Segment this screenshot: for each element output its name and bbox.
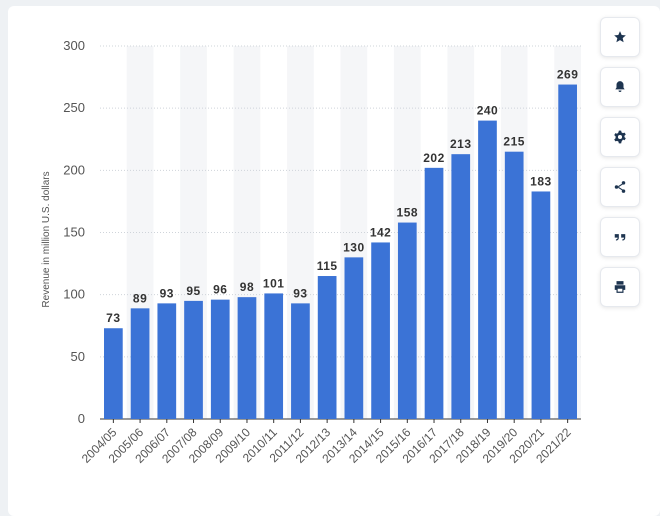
bar — [371, 242, 390, 419]
bar — [157, 303, 177, 419]
bar — [558, 84, 577, 419]
bar — [317, 276, 337, 419]
notification-button[interactable] — [600, 67, 640, 107]
y-tick-label: 250 — [63, 100, 85, 115]
bell-icon — [615, 81, 625, 92]
data-label: 130 — [343, 240, 365, 254]
bar — [210, 299, 230, 419]
bar — [397, 222, 417, 419]
data-label: 93 — [293, 286, 307, 300]
bar — [424, 167, 444, 419]
bar — [478, 120, 497, 419]
bar-chart: 050100150200250300732004/05892005/069320… — [41, 38, 581, 466]
chart-card: 0 50 100 150 200 250 300 73 2004/05 89 2005/06 93 20… — [8, 6, 660, 516]
y-tick-label: 200 — [63, 162, 85, 177]
data-label: 202 — [423, 151, 445, 165]
bar — [531, 191, 551, 419]
bar — [291, 303, 310, 419]
bar — [237, 297, 257, 419]
print-icon — [614, 281, 626, 293]
gear-icon — [614, 130, 626, 144]
favorite-button[interactable] — [600, 17, 640, 57]
side-toolbar — [600, 17, 640, 317]
y-tick-label: 50 — [71, 349, 85, 364]
bar — [504, 151, 524, 419]
data-label: 101 — [263, 276, 285, 290]
star-icon — [614, 31, 626, 43]
data-label: 215 — [503, 135, 525, 149]
y-tick-label: 100 — [63, 287, 85, 302]
bar — [104, 328, 123, 419]
data-label: 115 — [317, 259, 338, 273]
bar — [184, 300, 203, 419]
data-label: 95 — [186, 284, 200, 298]
bar — [264, 293, 284, 419]
share-icon — [614, 181, 626, 193]
data-label: 98 — [240, 280, 254, 294]
data-label: 73 — [106, 311, 120, 325]
bar — [451, 154, 471, 420]
share-button[interactable] — [600, 167, 640, 207]
data-label: 158 — [397, 206, 419, 220]
data-label: 213 — [450, 137, 472, 151]
cite-button[interactable] — [600, 217, 640, 257]
data-label: 183 — [530, 174, 552, 188]
data-label: 240 — [477, 104, 499, 118]
y-axis-label: Revenue in million U.S. dollars — [41, 171, 52, 307]
bar — [130, 308, 150, 419]
data-label: 96 — [213, 283, 227, 297]
data-label: 142 — [370, 225, 392, 239]
y-tick-label: 0 — [78, 411, 85, 426]
bar — [344, 257, 364, 419]
data-label: 89 — [133, 291, 147, 305]
quote-icon — [614, 234, 626, 241]
y-tick-label: 150 — [63, 225, 85, 240]
settings-button[interactable] — [600, 117, 640, 157]
data-label: 93 — [160, 286, 174, 300]
data-label: 269 — [557, 68, 579, 82]
y-tick-label: 300 — [63, 38, 85, 53]
print-button[interactable] — [600, 267, 640, 307]
